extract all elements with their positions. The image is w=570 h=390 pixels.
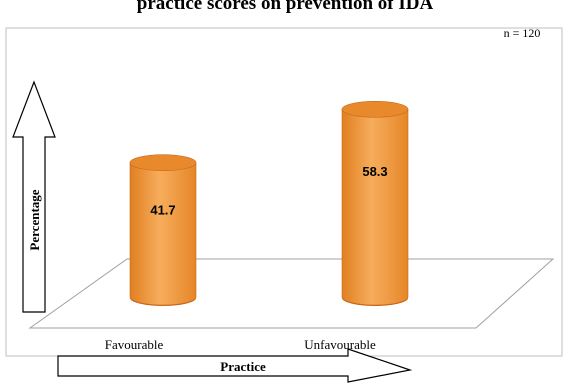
bar-body [129,162,197,306]
bar-body [341,108,409,306]
category-labels: Favourable Unfavourable [105,337,376,352]
category-label: Unfavourable [304,337,376,352]
value-label: 58.3 [362,164,387,179]
x-axis-label: Practice [220,359,266,374]
x-axis-arrow [57,348,413,383]
value-label: 41.7 [150,202,175,217]
bar-favourable: 41.7 [129,154,197,306]
bar-top [129,154,197,172]
bar-top [341,100,409,118]
chart-title: practice scores on prevention of IDA [137,0,434,14]
sample-size-label: n = 120 [504,26,541,40]
bar-unfavourable: 58.3 [341,100,409,306]
y-axis-arrow [12,80,56,313]
y-axis-label: Percentage [27,189,42,250]
bar-group: 41.7 58.3 [129,100,409,306]
category-label: Favourable [105,337,164,352]
